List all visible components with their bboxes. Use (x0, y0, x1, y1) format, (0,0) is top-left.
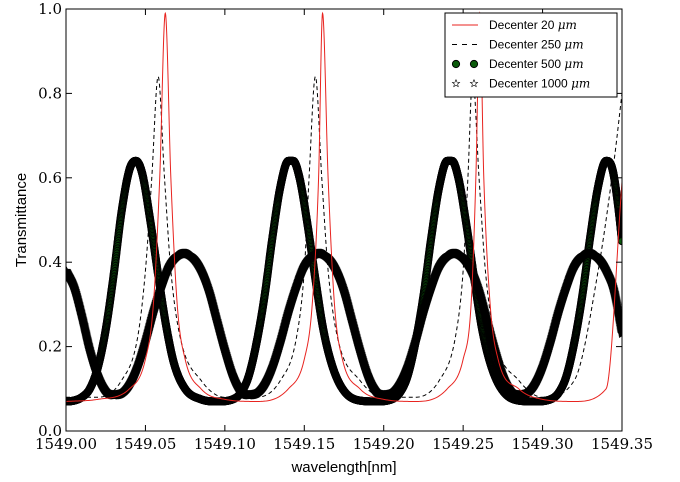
series-layer (66, 11, 622, 406)
